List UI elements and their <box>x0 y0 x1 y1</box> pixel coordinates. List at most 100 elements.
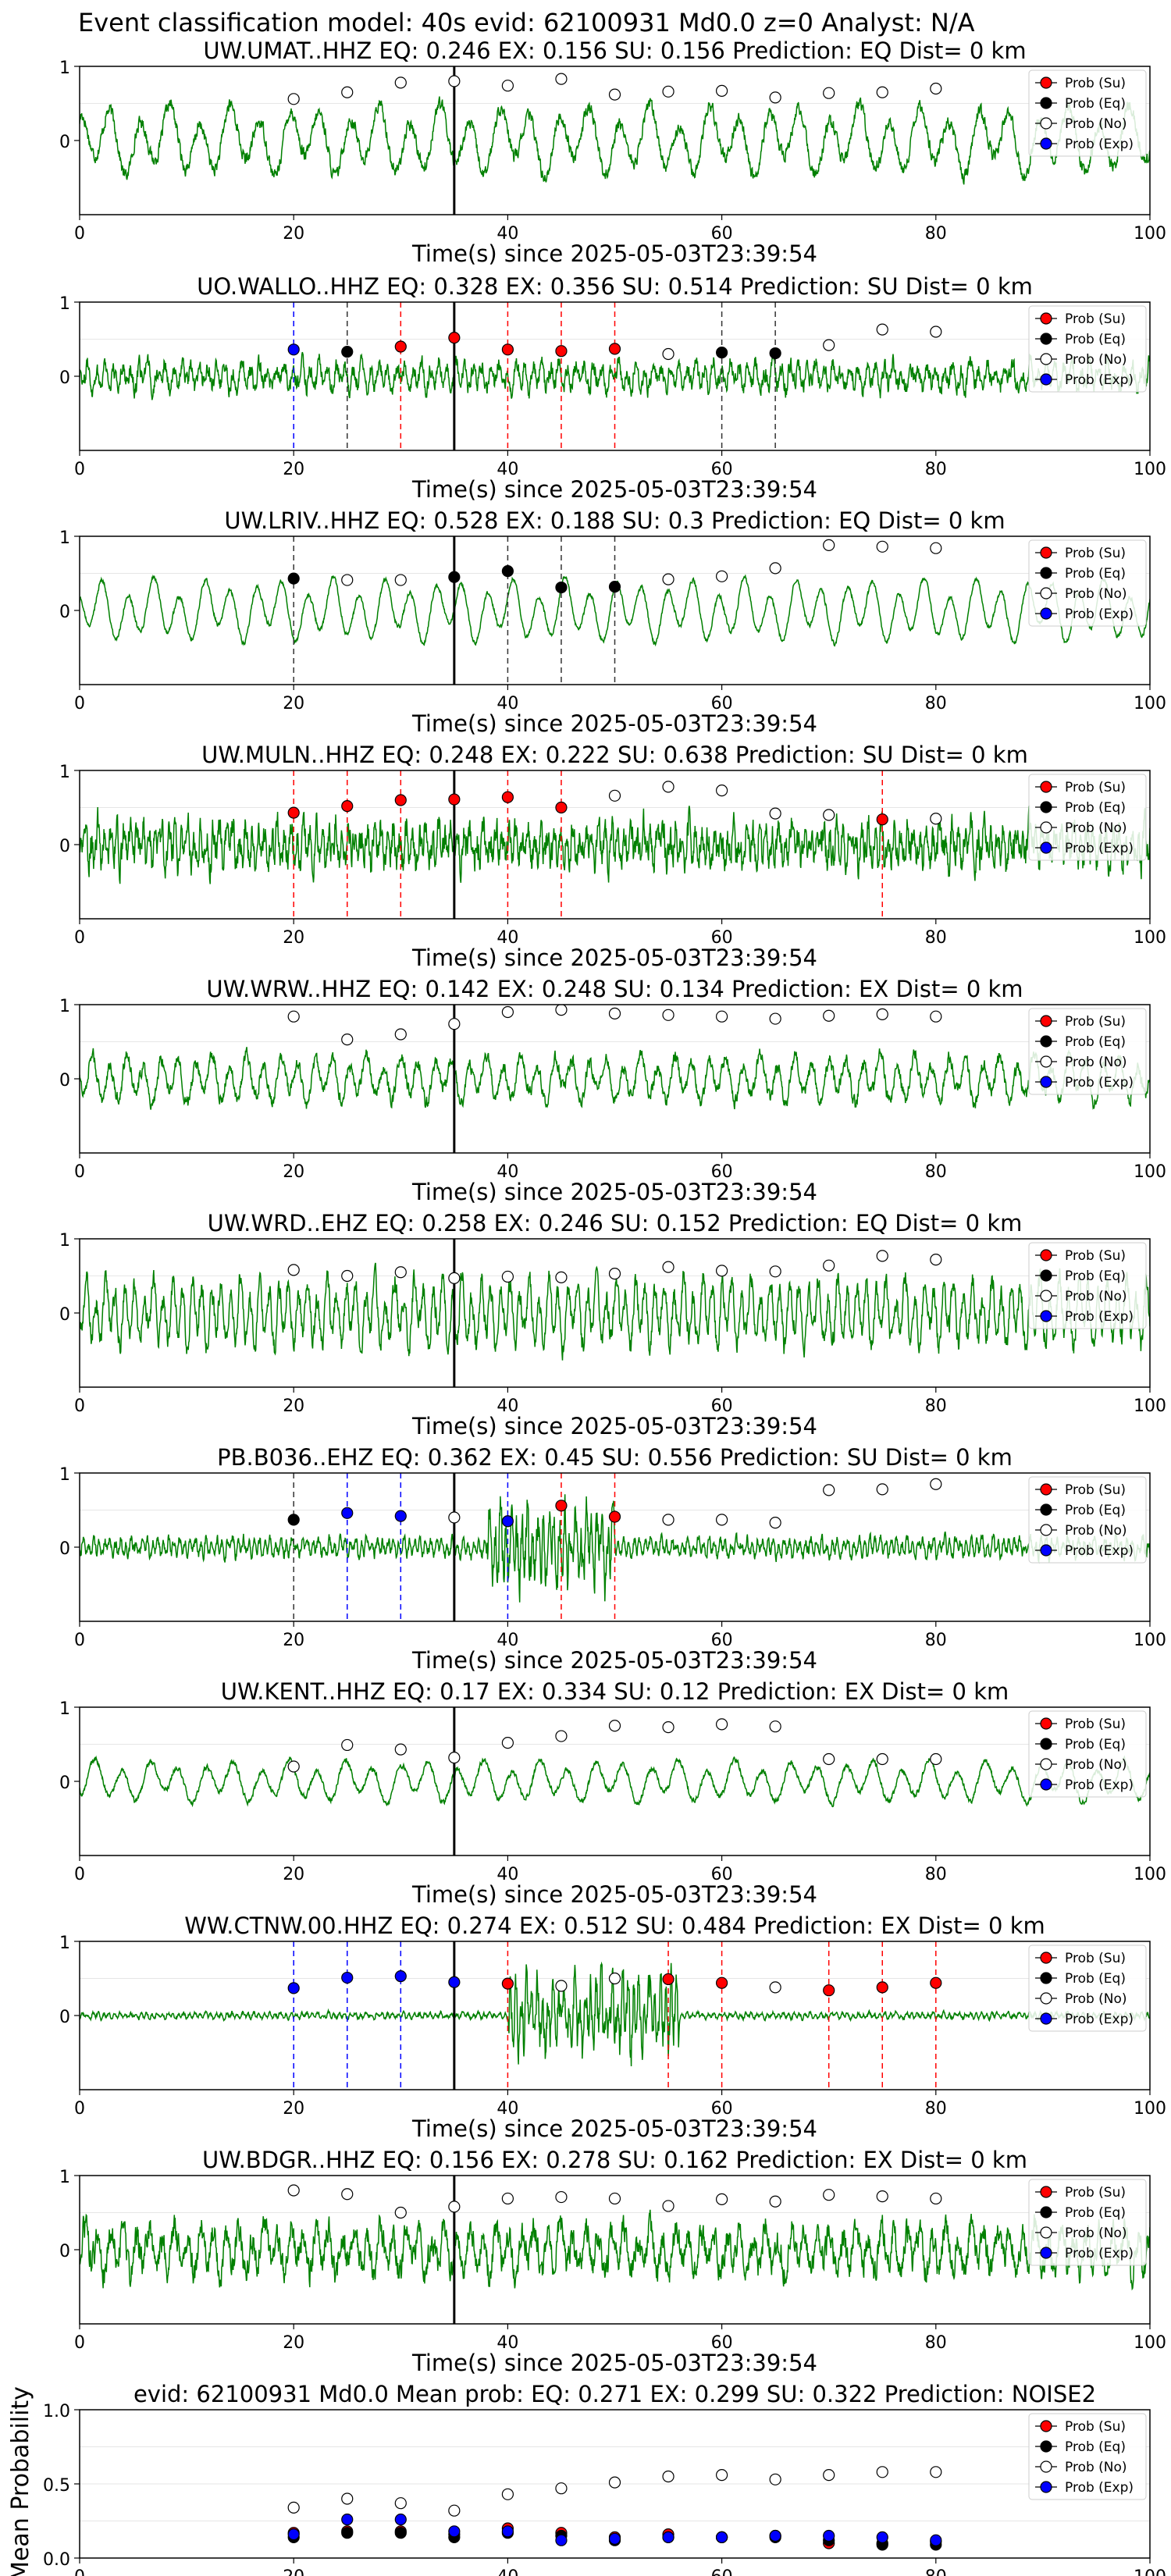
legend-marker-su <box>1040 1952 1052 1964</box>
prob-point-su <box>501 1977 514 1990</box>
prob-point-ex <box>448 1976 461 1988</box>
legend-marker-eq <box>1040 1503 1052 1516</box>
legend-marker-su <box>1040 1249 1052 1261</box>
y-tick-label: 1 <box>59 528 70 548</box>
panel-10: evid: 62100931 Md0.0 Mean prob: EQ: 0.27… <box>7 2381 1166 2576</box>
prob-point-ex <box>394 1970 407 1983</box>
x-tick-label: 0 <box>74 1162 85 1182</box>
x-tick-label: 100 <box>1134 2333 1166 2353</box>
prob-point-no <box>823 2189 835 2201</box>
x-tick-label: 20 <box>283 1631 304 1650</box>
prob-point-ex <box>287 1982 300 1994</box>
legend-label: Prob (Exp) <box>1065 372 1134 388</box>
legend-label: Prob (Su) <box>1065 1014 1126 1030</box>
prob-point-no <box>287 2184 300 2197</box>
legend-box <box>1028 1242 1147 1329</box>
prob-point-no <box>876 1483 888 1496</box>
prob-point-no <box>876 2190 888 2203</box>
y-tick-label: 0 <box>59 837 70 856</box>
prob-point-no <box>555 73 568 85</box>
legend-box <box>1028 305 1147 393</box>
prob-point-no <box>823 809 835 821</box>
legend-marker-no <box>1040 117 1052 130</box>
mean-prob-point-ex <box>769 2529 781 2542</box>
legend-label: Prob (Exp) <box>1065 1075 1134 1091</box>
prob-point-no <box>769 1517 781 1529</box>
mean-prob-point-ex <box>341 2514 354 2526</box>
mean-prob-point-no <box>876 2466 888 2478</box>
legend-label: Prob (Eq) <box>1065 1268 1126 1284</box>
x-tick-label: 0 <box>74 2333 85 2353</box>
legend-label: Prob (Su) <box>1065 311 1126 327</box>
legend-label: Prob (Su) <box>1065 2419 1126 2435</box>
legend-label: Prob (Eq) <box>1065 1971 1126 1987</box>
x-tick-label: 0 <box>74 1397 85 1416</box>
x-tick-label: 40 <box>497 460 518 479</box>
panel-title: WW.CTNW.00.HHZ EQ: 0.274 EX: 0.512 SU: 0… <box>184 1912 1045 1939</box>
prob-point-no <box>448 1272 461 1284</box>
prob-point-no <box>448 75 461 87</box>
x-tick-label: 0 <box>74 460 85 479</box>
prob-point-no <box>876 323 888 336</box>
mean-prob-point-no <box>769 2473 781 2485</box>
prob-point-no <box>769 1265 781 1278</box>
x-tick-label: 40 <box>497 694 518 713</box>
legend-label: Prob (Exp) <box>1065 2012 1134 2027</box>
prob-point-ex <box>394 1510 407 1522</box>
seismogram-trace <box>80 1047 1150 1110</box>
seismogram-trace <box>80 805 1150 884</box>
prob-point-no <box>876 86 888 98</box>
prob-point-no <box>876 540 888 553</box>
legend-box <box>1028 2179 1147 2266</box>
prob-point-no <box>341 1269 354 1283</box>
prob-point-no <box>662 85 674 98</box>
prob-point-eq <box>769 347 781 360</box>
legend-marker-eq <box>1040 1738 1052 1750</box>
y-tick-label: 1 <box>59 1231 70 1251</box>
legend-label: Prob (Exp) <box>1065 1777 1134 1793</box>
y-tick-label: 1.0 <box>43 2402 70 2421</box>
panel-title: UO.WALLO..HHZ EQ: 0.328 EX: 0.356 SU: 0.… <box>197 273 1033 300</box>
legend-marker-eq <box>1040 1035 1052 1048</box>
panel-6: PB.B036..EHZ EQ: 0.362 EX: 0.45 SU: 0.55… <box>59 1444 1166 1674</box>
legend-marker-eq <box>1040 333 1052 345</box>
prob-point-no <box>608 1972 621 1985</box>
legend-box <box>1028 2413 1147 2500</box>
prob-point-su <box>555 801 568 814</box>
prob-point-no <box>715 1514 728 1526</box>
legend-box <box>1028 1944 1147 2032</box>
panel-title: UW.UMAT..HHZ EQ: 0.246 EX: 0.156 SU: 0.1… <box>203 37 1026 64</box>
x-tick-label: 60 <box>711 2099 733 2119</box>
prob-point-no <box>555 1271 568 1284</box>
y-axis-label: Mean Probability <box>7 2386 34 2576</box>
prob-point-eq <box>501 565 514 578</box>
legend-label: Prob (Eq) <box>1065 2439 1126 2455</box>
axes-frame <box>79 1004 1151 1154</box>
panel-title: evid: 62100931 Md0.0 Mean prob: EQ: 0.27… <box>133 2381 1096 2407</box>
prob-point-no <box>448 1752 461 1764</box>
prob-point-eq <box>287 572 300 585</box>
seismogram-trace <box>80 351 1150 400</box>
prob-point-ex <box>287 343 300 356</box>
y-tick-label: 1 <box>59 1699 70 1719</box>
plot-area <box>80 1239 1150 1387</box>
prob-point-su <box>608 343 621 355</box>
prob-point-no <box>394 2206 407 2219</box>
legend: Prob (Su) Prob (Eq) Prob (No) Prob (Exp) <box>1028 305 1147 393</box>
legend-box <box>1028 1710 1147 1798</box>
y-tick-label: 0.5 <box>43 2476 70 2496</box>
legend-marker-eq <box>1040 801 1052 813</box>
x-tick-label: 60 <box>711 2567 733 2576</box>
prob-point-no <box>769 807 781 820</box>
x-tick-label: 60 <box>711 2333 733 2353</box>
prob-point-no <box>715 1718 728 1731</box>
legend: Prob (Su) Prob (Eq) Prob (No) Prob (Exp) <box>1028 2413 1147 2500</box>
seismogram-trace <box>80 1262 1150 1361</box>
mean-prob-point-eq <box>341 2527 354 2539</box>
prob-point-no <box>662 573 674 585</box>
legend-box <box>1028 1008 1147 1095</box>
x-axis-label: Time(s) since 2025-05-03T23:39:54 <box>411 476 817 503</box>
x-tick-label: 0 <box>74 2099 85 2119</box>
prob-point-no <box>876 1008 888 1020</box>
legend-label: Prob (Exp) <box>1065 607 1134 622</box>
